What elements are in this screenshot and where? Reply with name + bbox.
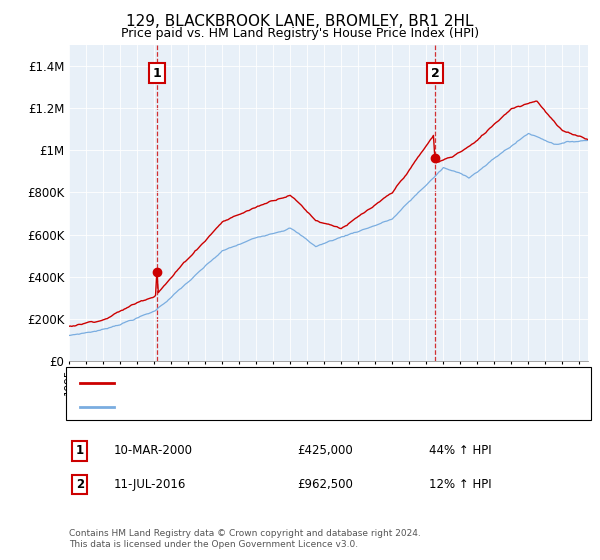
Text: 10-MAR-2000: 10-MAR-2000 [114,444,193,458]
Text: 12% ↑ HPI: 12% ↑ HPI [429,478,491,491]
Text: HPI: Average price, detached house, Bromley: HPI: Average price, detached house, Brom… [120,402,373,412]
Text: £962,500: £962,500 [297,478,353,491]
Text: £425,000: £425,000 [297,444,353,458]
Text: Price paid vs. HM Land Registry's House Price Index (HPI): Price paid vs. HM Land Registry's House … [121,27,479,40]
Text: 129, BLACKBROOK LANE, BROMLEY, BR1 2HL (detached house): 129, BLACKBROOK LANE, BROMLEY, BR1 2HL (… [120,378,475,388]
Text: Contains HM Land Registry data © Crown copyright and database right 2024.
This d: Contains HM Land Registry data © Crown c… [69,529,421,549]
Text: 11-JUL-2016: 11-JUL-2016 [114,478,187,491]
Text: 2: 2 [431,67,440,80]
Text: 44% ↑ HPI: 44% ↑ HPI [429,444,491,458]
Text: 1: 1 [153,67,161,80]
Text: 129, BLACKBROOK LANE, BROMLEY, BR1 2HL: 129, BLACKBROOK LANE, BROMLEY, BR1 2HL [126,14,474,29]
Text: 1: 1 [76,444,84,458]
Text: 2: 2 [76,478,84,491]
